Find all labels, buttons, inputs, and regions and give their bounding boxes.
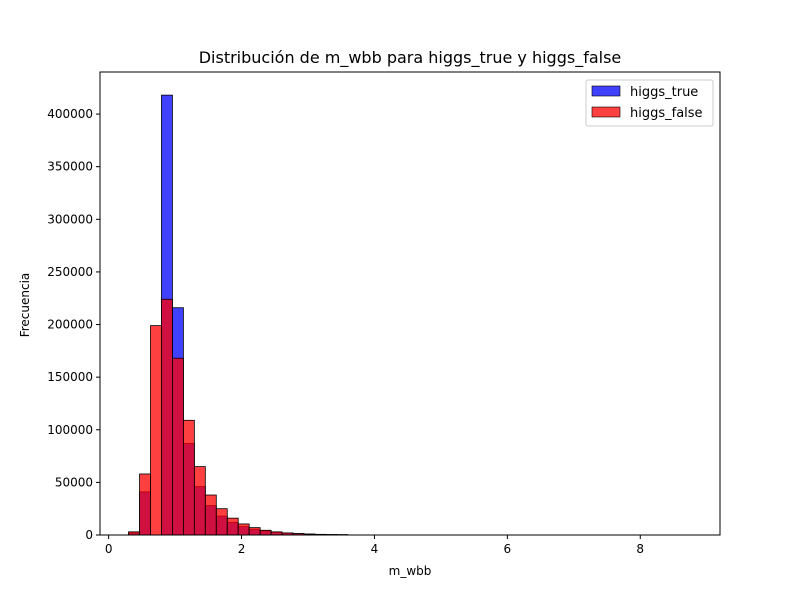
bar-higgs-false-10 [238,524,249,535]
x-tick-label: 6 [504,542,512,556]
bar-higgs-false-7 [205,495,216,535]
x-axis-label: m_wbb [389,564,432,578]
legend-label-higgs-true: higgs_true [630,85,698,100]
bar-higgs-false-8 [216,509,227,535]
legend-swatch-higgs-true [592,86,620,96]
y-tick-label: 300000 [47,212,93,226]
bar-higgs-false-11 [249,528,260,535]
legend-swatch-higgs-false [592,107,620,117]
bar-higgs-false-3 [161,299,172,535]
y-axis-label: Frecuencia [18,273,32,338]
y-tick-label: 200000 [47,318,93,332]
bar-higgs-false-4 [172,358,183,535]
y-tick-label: 50000 [55,475,93,489]
bar-higgs-false-2 [151,326,162,535]
x-tick-label: 8 [636,542,644,556]
bar-higgs-false-6 [194,467,205,535]
x-tick-label: 4 [371,542,379,556]
chart-title: Distribución de m_wbb para higgs_true y … [199,48,622,68]
bar-higgs-false-12 [260,530,271,535]
y-tick-label: 250000 [47,265,93,279]
x-tick-label: 2 [238,542,246,556]
legend-label-higgs-false: higgs_false [630,106,703,121]
bar-higgs-false-5 [183,420,194,535]
y-tick-label: 350000 [47,160,93,174]
bar-higgs-false-1 [140,474,151,535]
x-tick-label: 0 [105,542,113,556]
y-tick-label: 0 [85,528,93,542]
bars-layer [129,95,348,535]
y-tick-label: 400000 [47,107,93,121]
y-tick-label: 100000 [47,423,93,437]
bar-higgs-false-9 [227,518,238,535]
legend: higgs_true higgs_false [586,80,713,126]
y-tick-label: 150000 [47,370,93,384]
